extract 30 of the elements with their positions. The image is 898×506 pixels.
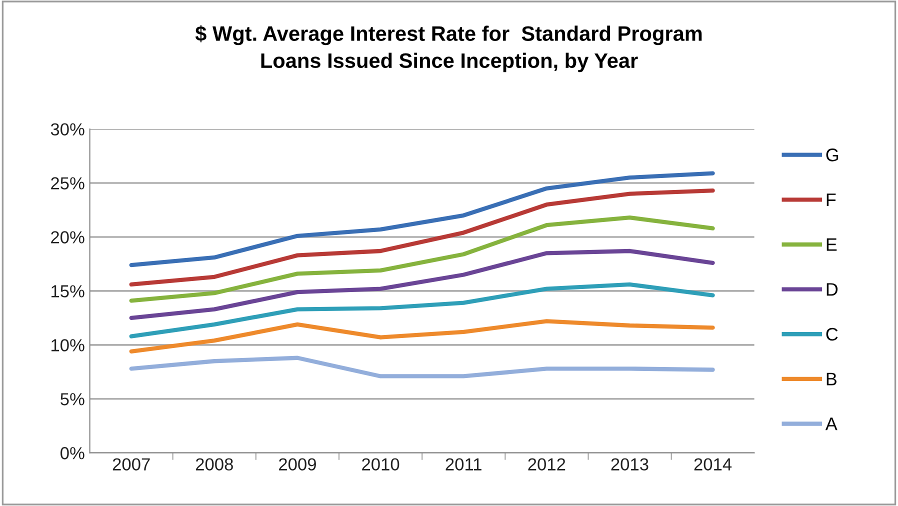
x-tick-label: 2013 [611,458,648,470]
y-tick-label: 30% [50,123,84,136]
legend-label: D [826,283,838,296]
line-series [129,215,715,303]
y-tick-label: 20% [51,231,84,244]
x-tick-label: 2014 [694,458,732,470]
x-tick-label: 2008 [196,458,233,470]
line-series [129,188,715,287]
legend-label: C [826,328,838,341]
x-tick-label: 2009 [279,458,316,470]
y-tick-label: 15% [52,285,84,298]
line-series [129,248,715,320]
chart-title: $ Wgt. Average Interest Rate for Standard Program Loans Issued Since Inception, by Year [195,25,702,72]
line-series [129,171,715,268]
line-series [129,282,715,338]
line-series [129,356,715,378]
legend-label: E [826,238,837,251]
y-tick-label: 0% [60,447,84,460]
legend-label: B [826,372,836,386]
legend-label: G [826,148,838,162]
x-tick-label: 2011 [446,458,482,470]
x-tick-label: 2012 [528,458,566,470]
legend-label: A [825,418,838,430]
x-tick-label: 2007 [112,458,150,470]
x-tick-label: 2010 [362,458,400,470]
y-tick-label: 5% [60,393,84,406]
line-series [129,319,715,354]
y-tick-label: 25% [51,177,84,190]
legend-label: F [826,194,836,206]
y-tick-label: 10% [52,339,84,352]
